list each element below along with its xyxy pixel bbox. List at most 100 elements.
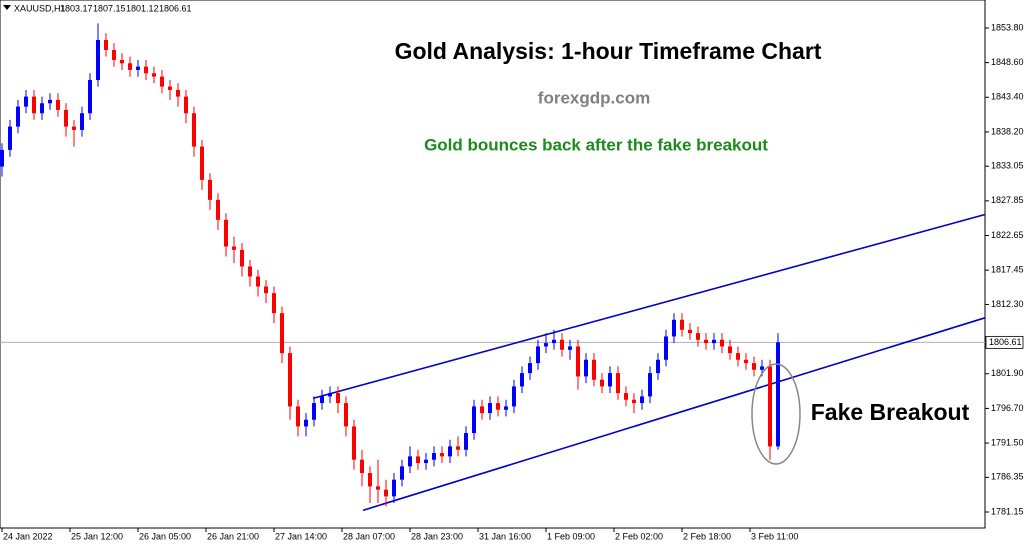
candle-body (288, 353, 292, 407)
plot-frame (0, 0, 986, 529)
candle-body (392, 479, 396, 497)
candle-body (216, 199, 220, 220)
trend-line (312, 213, 986, 400)
candle-body (368, 473, 372, 487)
candle-body (744, 359, 748, 364)
candle-body (136, 66, 140, 70)
chart-title: Gold Analysis: 1-hour Timeframe Chart (395, 38, 822, 64)
candle-body (464, 433, 468, 450)
candle-body (728, 346, 732, 354)
candle-body (536, 346, 540, 364)
candle-body (504, 406, 508, 410)
y-tick-label: 1796.70 (991, 403, 1024, 413)
candle-body (400, 466, 404, 480)
candle-body (472, 406, 476, 434)
symbol: XAUUSD,H1 (14, 3, 66, 13)
candle-body (80, 113, 84, 130)
x-tick-label: 2 Feb 18:00 (683, 531, 731, 541)
candle-body (120, 59, 124, 64)
candle-body (440, 453, 444, 457)
candle-body (208, 179, 212, 200)
candle-body (624, 393, 628, 400)
candle-body (512, 386, 516, 407)
candle-body (88, 79, 92, 114)
candle-body (552, 339, 556, 344)
candle-body (168, 86, 172, 90)
candle-body (376, 486, 380, 490)
candle-body (144, 66, 148, 74)
candle-body (632, 399, 636, 404)
candle-body (544, 343, 548, 347)
x-tick-label: 27 Jan 14:00 (275, 531, 327, 541)
candle-body (600, 379, 604, 387)
header-value: 1803.17 (60, 3, 93, 13)
source: forexgdp.com (538, 88, 650, 107)
candle-body (560, 339, 564, 350)
candle-body (272, 293, 276, 314)
x-tick-label: 26 Jan 21:00 (207, 531, 259, 541)
candle-body (64, 109, 68, 127)
x-tick-label: 2 Feb 02:00 (615, 531, 663, 541)
y-tick-label: 1812.30 (991, 299, 1024, 309)
candle-body (672, 319, 676, 337)
candle-body (72, 126, 76, 130)
candle-body (496, 403, 500, 410)
candle-body (352, 426, 356, 460)
price-label: 1806.61 (989, 337, 1022, 347)
price-box (985, 335, 1024, 349)
candle-body (184, 96, 188, 114)
candle-body (104, 39, 108, 50)
highlight-ellipse (751, 363, 801, 465)
candle-body (0, 149, 4, 167)
candle-body (616, 373, 620, 394)
x-tick-label: 25 Jan 12:00 (71, 531, 123, 541)
candle-body (712, 339, 716, 344)
candle-body (8, 126, 12, 150)
y-tick-label: 1843.40 (991, 92, 1024, 102)
candle-body (528, 363, 532, 374)
candle-body (344, 403, 348, 427)
candle-body (480, 406, 484, 414)
candle-body (312, 403, 316, 420)
candle-body (704, 339, 708, 344)
candle-body (520, 373, 524, 387)
candle-body (160, 76, 164, 87)
candle-body (736, 353, 740, 360)
candle-body (768, 366, 772, 447)
x-tick-label: 24 Jan 2022 (3, 531, 53, 541)
y-tick-label: 1848.60 (991, 57, 1024, 67)
y-tick-label: 1853.80 (991, 22, 1024, 32)
candle-body (192, 113, 196, 147)
annotation: Fake Breakout (811, 399, 970, 425)
candle-body (200, 146, 204, 180)
candle-body (424, 459, 428, 464)
x-tick-label: 28 Jan 07:00 (343, 531, 395, 541)
candle-body (304, 419, 308, 427)
menu-arrow[interactable] (3, 5, 11, 10)
candle-body (432, 453, 436, 460)
candle-body (416, 456, 420, 464)
candle-body (280, 313, 284, 354)
candle-body (176, 89, 180, 97)
candle-body (320, 396, 324, 404)
candle-body (488, 403, 492, 414)
candle-body (296, 406, 300, 427)
candle-body (384, 489, 388, 497)
candle-body (688, 329, 692, 334)
header-value: 1806.61 (159, 3, 192, 13)
candle-body (336, 393, 340, 404)
candle-body (776, 342, 780, 447)
candle-body (40, 103, 44, 114)
candle-body (232, 246, 236, 250)
y-tick-label: 1786.35 (991, 472, 1024, 482)
candle-body (640, 396, 644, 404)
candle-body (24, 96, 28, 107)
candle-body (720, 339, 724, 347)
subtitle: Gold bounces back after the fake breakou… (424, 135, 768, 154)
candle-body (48, 99, 52, 104)
candle-body (592, 359, 596, 380)
candle-body (360, 459, 364, 474)
x-tick-label: 1 Feb 09:00 (547, 531, 595, 541)
candle-body (264, 286, 268, 294)
